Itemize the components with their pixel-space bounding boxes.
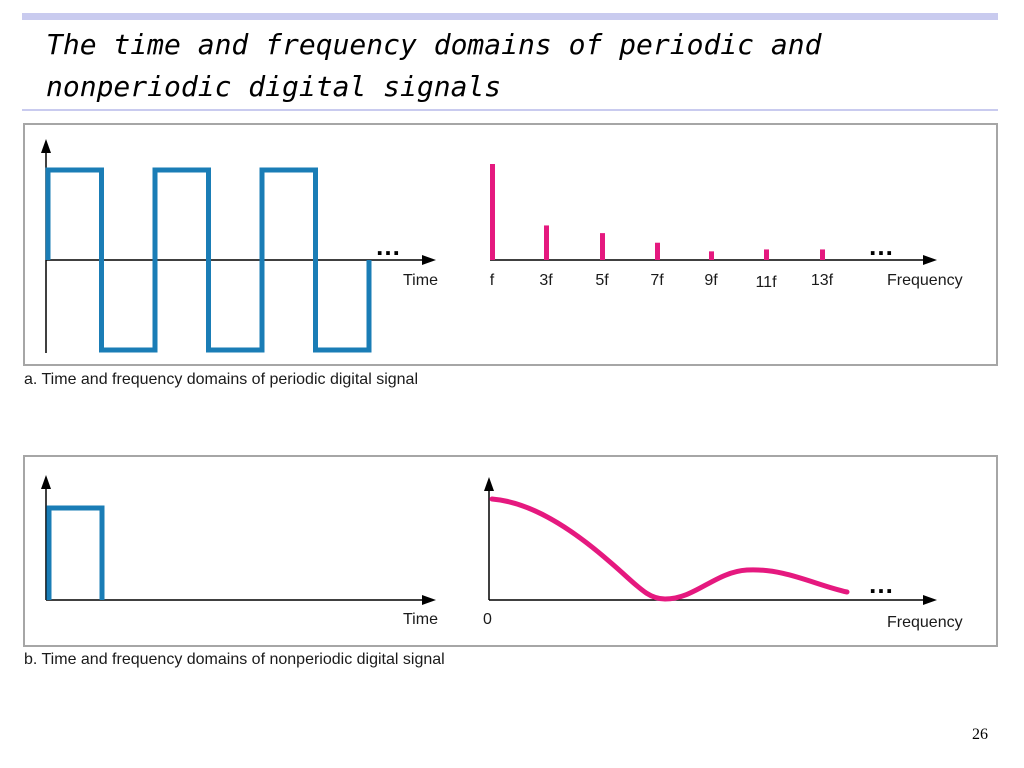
continuous-spectrum-continuation-mark: … <box>868 569 894 599</box>
nonperiodic-signal-caption: b. Time and frequency domains of nonperi… <box>24 651 445 668</box>
spectrum-amplitude-axis-arrowhead <box>484 477 494 491</box>
harmonic-bar-9f <box>709 251 714 260</box>
single-pulse <box>46 505 105 600</box>
harmonic-bar-f <box>490 164 495 260</box>
periodic-frequency-domain-plot: f 3f 5f 7f 9f 11f 13f … Frequency <box>490 164 963 291</box>
harmonic-label-3f: 3f <box>539 272 553 289</box>
nonperiodic-signal-figure: Time … 0 Frequency <box>41 475 963 631</box>
harmonic-label-13f: 13f <box>811 272 834 289</box>
harmonic-label-f: f <box>490 272 495 289</box>
slide-title: The time and frequency domains of period… <box>46 28 822 103</box>
periodic-continuation-mark: … <box>375 231 401 261</box>
harmonic-bar-7f <box>655 242 660 260</box>
page-number: 26 <box>972 726 988 743</box>
title-top-bar <box>22 13 998 20</box>
periodic-signal-caption: a. Time and frequency domains of periodi… <box>24 371 418 388</box>
nonperiodic-time-axis-label: Time <box>403 611 438 628</box>
periodic-signal-panel: … Time f 3f 5f 7f 9f 11f 13f … Frequency <box>23 123 998 366</box>
harmonic-bar-5f <box>600 233 605 260</box>
title-underline <box>22 109 998 111</box>
nonperiodic-frequency-axis-arrowhead <box>923 595 937 605</box>
periodic-frequency-axis-label: Frequency <box>887 272 963 289</box>
harmonic-bar-13f <box>820 249 825 260</box>
harmonic-bars: f 3f 5f 7f 9f 11f 13f <box>490 164 834 291</box>
frequency-origin-label: 0 <box>483 611 492 628</box>
pulse-amplitude-axis-arrowhead <box>41 475 51 489</box>
harmonic-label-7f: 7f <box>650 272 664 289</box>
continuous-spectrum-curve <box>489 496 850 602</box>
periodic-signal-figure: … Time f 3f 5f 7f 9f 11f 13f … Frequency <box>41 139 963 353</box>
nonperiodic-time-domain-plot: Time <box>41 475 438 628</box>
time-amplitude-axis-arrowhead <box>41 139 51 153</box>
nonperiodic-signal-panel: Time … 0 Frequency <box>23 455 998 647</box>
harmonic-label-11f: 11f <box>755 274 777 291</box>
nonperiodic-frequency-axis-label: Frequency <box>887 614 963 631</box>
periodic-frequency-axis-arrowhead <box>923 255 937 265</box>
periodic-time-domain-plot: … Time <box>41 139 438 353</box>
harmonic-bar-3f <box>544 225 549 260</box>
pulse-time-axis-arrowhead <box>422 595 436 605</box>
periodic-square-wave <box>45 167 372 353</box>
spectrum-continuation-mark: … <box>868 231 894 261</box>
nonperiodic-frequency-domain-plot: … 0 Frequency <box>483 477 963 631</box>
harmonic-bar-11f <box>764 249 769 260</box>
time-axis-arrowhead <box>422 255 436 265</box>
harmonic-label-9f: 9f <box>704 272 718 289</box>
harmonic-label-5f: 5f <box>595 272 609 289</box>
periodic-time-axis-label: Time <box>403 272 438 289</box>
